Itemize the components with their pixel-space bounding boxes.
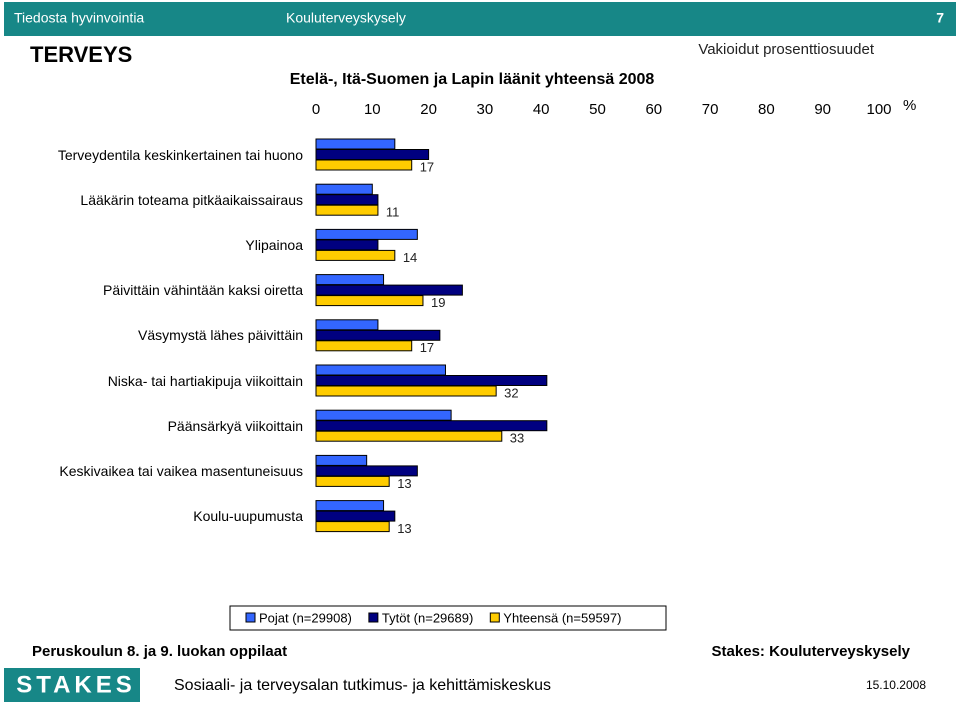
bar xyxy=(315,319,379,331)
data-label: 19 xyxy=(431,295,445,310)
x-tick-label: 60 xyxy=(645,101,662,118)
bar xyxy=(315,329,441,341)
bar xyxy=(315,204,379,216)
legend-swatch xyxy=(489,612,500,623)
x-tick-label: 70 xyxy=(702,101,719,118)
x-tick-label: 100 xyxy=(866,101,891,118)
bar xyxy=(315,159,413,171)
legend-label: Tytöt (n=29689) xyxy=(382,610,473,625)
x-tick-label: 0 xyxy=(312,101,320,118)
bar xyxy=(315,465,418,477)
x-tick-label: 40 xyxy=(533,101,550,118)
footer-org: Sosiaali- ja terveysalan tutkimus- ja ke… xyxy=(174,677,551,694)
subtitle: Vakioidut prosenttiosuudet xyxy=(698,41,875,58)
data-label: 17 xyxy=(420,340,434,355)
bar xyxy=(315,194,379,206)
bar xyxy=(315,500,385,512)
data-label: 33 xyxy=(510,431,524,446)
legend-swatch xyxy=(368,612,379,623)
data-label: 32 xyxy=(504,385,518,400)
x-tick-label: 10 xyxy=(364,101,381,118)
x-tick-label: 20 xyxy=(420,101,437,118)
x-tick-label: 80 xyxy=(758,101,775,118)
legend-label: Yhteensä (n=59597) xyxy=(503,610,621,625)
bar xyxy=(315,409,452,421)
bar xyxy=(315,364,446,376)
bar xyxy=(315,385,497,397)
data-label: 11 xyxy=(386,205,400,220)
category-label: Ylipainoa xyxy=(245,236,303,253)
data-label: 13 xyxy=(397,476,411,491)
x-tick-label: 30 xyxy=(477,101,494,118)
category-label: Lääkärin toteama pitkäaikaissairaus xyxy=(80,191,303,208)
bar xyxy=(315,475,390,487)
header-center: Kouluterveyskysely xyxy=(286,10,406,26)
logo-box xyxy=(4,668,140,702)
data-label: 13 xyxy=(397,521,411,536)
x-tick-label: 50 xyxy=(589,101,606,118)
header-left: Tiedosta hyvinvointia xyxy=(14,10,144,26)
category-label: Niska- tai hartiakipuja viikoittain xyxy=(107,372,303,389)
bar xyxy=(315,138,396,150)
bar xyxy=(315,521,390,533)
legend-swatch xyxy=(245,612,256,623)
category-label: Koulu-uupumusta xyxy=(193,508,303,525)
bar xyxy=(315,149,430,160)
legend-box xyxy=(229,605,667,631)
bar xyxy=(315,340,413,352)
bar xyxy=(315,183,373,195)
bar xyxy=(315,239,379,251)
footer-left: Peruskoulun 8. ja 9. luokan oppilaat xyxy=(32,643,287,660)
category-label: Päänsärkyä viikoittain xyxy=(167,417,303,434)
data-label: 17 xyxy=(420,159,434,174)
bar xyxy=(315,295,424,307)
data-label: 14 xyxy=(403,250,417,265)
category-label: Väsymystä lähes päivittäin xyxy=(138,327,303,344)
category-label: Keskivaikea tai vaikea masentuneisuus xyxy=(59,462,303,479)
bar xyxy=(315,510,396,522)
page-number: 7 xyxy=(936,10,944,26)
x-tick-label: 90 xyxy=(814,101,831,118)
bar xyxy=(315,228,418,240)
chart-title: Etelä-, Itä-Suomen ja Lapin läänit yhtee… xyxy=(290,71,655,88)
logo: STAKES xyxy=(16,671,136,698)
header-bar xyxy=(4,2,956,36)
footer-right: Stakes: Kouluterveyskysely xyxy=(712,643,911,660)
bar xyxy=(315,375,548,386)
bar xyxy=(315,430,503,442)
bar xyxy=(315,249,396,261)
bar xyxy=(315,274,385,286)
category-label: Terveydentila keskinkertainen tai huono xyxy=(57,146,303,163)
bar xyxy=(315,284,463,296)
section-title: TERVEYS xyxy=(30,42,132,67)
bar xyxy=(315,420,548,432)
footer-date: 15.10.2008 xyxy=(866,678,926,692)
category-label: Päivittäin vähintään kaksi oiretta xyxy=(103,282,303,299)
legend-label: Pojat (n=29908) xyxy=(259,610,352,625)
axis-unit: % xyxy=(903,97,916,114)
bar xyxy=(315,454,368,466)
